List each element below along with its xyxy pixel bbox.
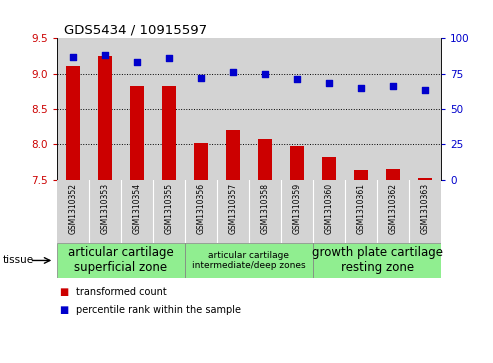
Text: GSM1310361: GSM1310361 xyxy=(356,183,366,234)
Bar xyxy=(57,180,89,243)
Point xyxy=(357,85,365,90)
Bar xyxy=(409,38,441,180)
Text: articular cartilage
intermediate/deep zones: articular cartilage intermediate/deep zo… xyxy=(192,251,306,270)
Bar xyxy=(57,38,89,180)
Bar xyxy=(249,180,281,243)
Bar xyxy=(258,139,272,180)
Bar xyxy=(313,38,345,180)
Point xyxy=(229,69,237,75)
Bar xyxy=(249,38,281,180)
Bar xyxy=(386,169,400,180)
Point xyxy=(421,87,429,93)
Bar xyxy=(194,143,208,180)
Bar xyxy=(313,180,345,243)
Bar xyxy=(377,38,409,180)
Point xyxy=(261,70,269,77)
Bar xyxy=(217,38,249,180)
Text: GSM1310355: GSM1310355 xyxy=(164,183,174,234)
Text: GSM1310352: GSM1310352 xyxy=(68,183,77,234)
Bar xyxy=(153,38,185,180)
Bar xyxy=(226,130,240,180)
Bar xyxy=(345,180,377,243)
Bar xyxy=(345,38,377,180)
Bar xyxy=(98,56,112,180)
Point xyxy=(197,75,205,81)
Bar xyxy=(121,180,153,243)
Bar xyxy=(89,38,121,180)
Bar xyxy=(354,171,368,180)
Text: GSM1310357: GSM1310357 xyxy=(228,183,238,234)
Bar xyxy=(66,66,80,180)
Point xyxy=(165,55,173,61)
Bar xyxy=(418,178,432,180)
Text: ■: ■ xyxy=(59,287,69,297)
Bar xyxy=(185,38,217,180)
Text: GSM1310360: GSM1310360 xyxy=(324,183,334,234)
Bar xyxy=(409,180,441,243)
Text: GSM1310358: GSM1310358 xyxy=(260,183,270,234)
Bar xyxy=(162,86,176,180)
Text: GSM1310359: GSM1310359 xyxy=(292,183,302,234)
Text: GSM1310354: GSM1310354 xyxy=(132,183,141,234)
FancyBboxPatch shape xyxy=(313,243,441,278)
Bar xyxy=(89,180,121,243)
Point xyxy=(101,52,108,58)
Bar xyxy=(217,180,249,243)
Bar xyxy=(153,180,185,243)
Bar xyxy=(121,38,153,180)
Bar xyxy=(377,180,409,243)
Bar xyxy=(290,146,304,180)
Bar xyxy=(322,157,336,180)
FancyBboxPatch shape xyxy=(57,243,185,278)
Bar xyxy=(281,38,313,180)
Bar xyxy=(185,180,217,243)
Text: GSM1310362: GSM1310362 xyxy=(388,183,398,234)
Text: GSM1310363: GSM1310363 xyxy=(421,183,430,234)
Text: GDS5434 / 10915597: GDS5434 / 10915597 xyxy=(65,24,208,37)
Text: GSM1310356: GSM1310356 xyxy=(196,183,206,234)
Point xyxy=(133,59,141,65)
Text: tissue: tissue xyxy=(2,256,34,265)
Text: percentile rank within the sample: percentile rank within the sample xyxy=(76,305,242,315)
Point xyxy=(389,83,397,89)
Text: GSM1310353: GSM1310353 xyxy=(100,183,109,234)
Point xyxy=(69,54,77,60)
Bar xyxy=(130,86,144,180)
Bar xyxy=(281,180,313,243)
Text: growth plate cartilage
resting zone: growth plate cartilage resting zone xyxy=(312,246,443,274)
Point xyxy=(293,76,301,82)
Text: articular cartilage
superficial zone: articular cartilage superficial zone xyxy=(68,246,174,274)
Point xyxy=(325,81,333,86)
Text: ■: ■ xyxy=(59,305,69,315)
Text: transformed count: transformed count xyxy=(76,287,167,297)
FancyBboxPatch shape xyxy=(185,243,313,278)
